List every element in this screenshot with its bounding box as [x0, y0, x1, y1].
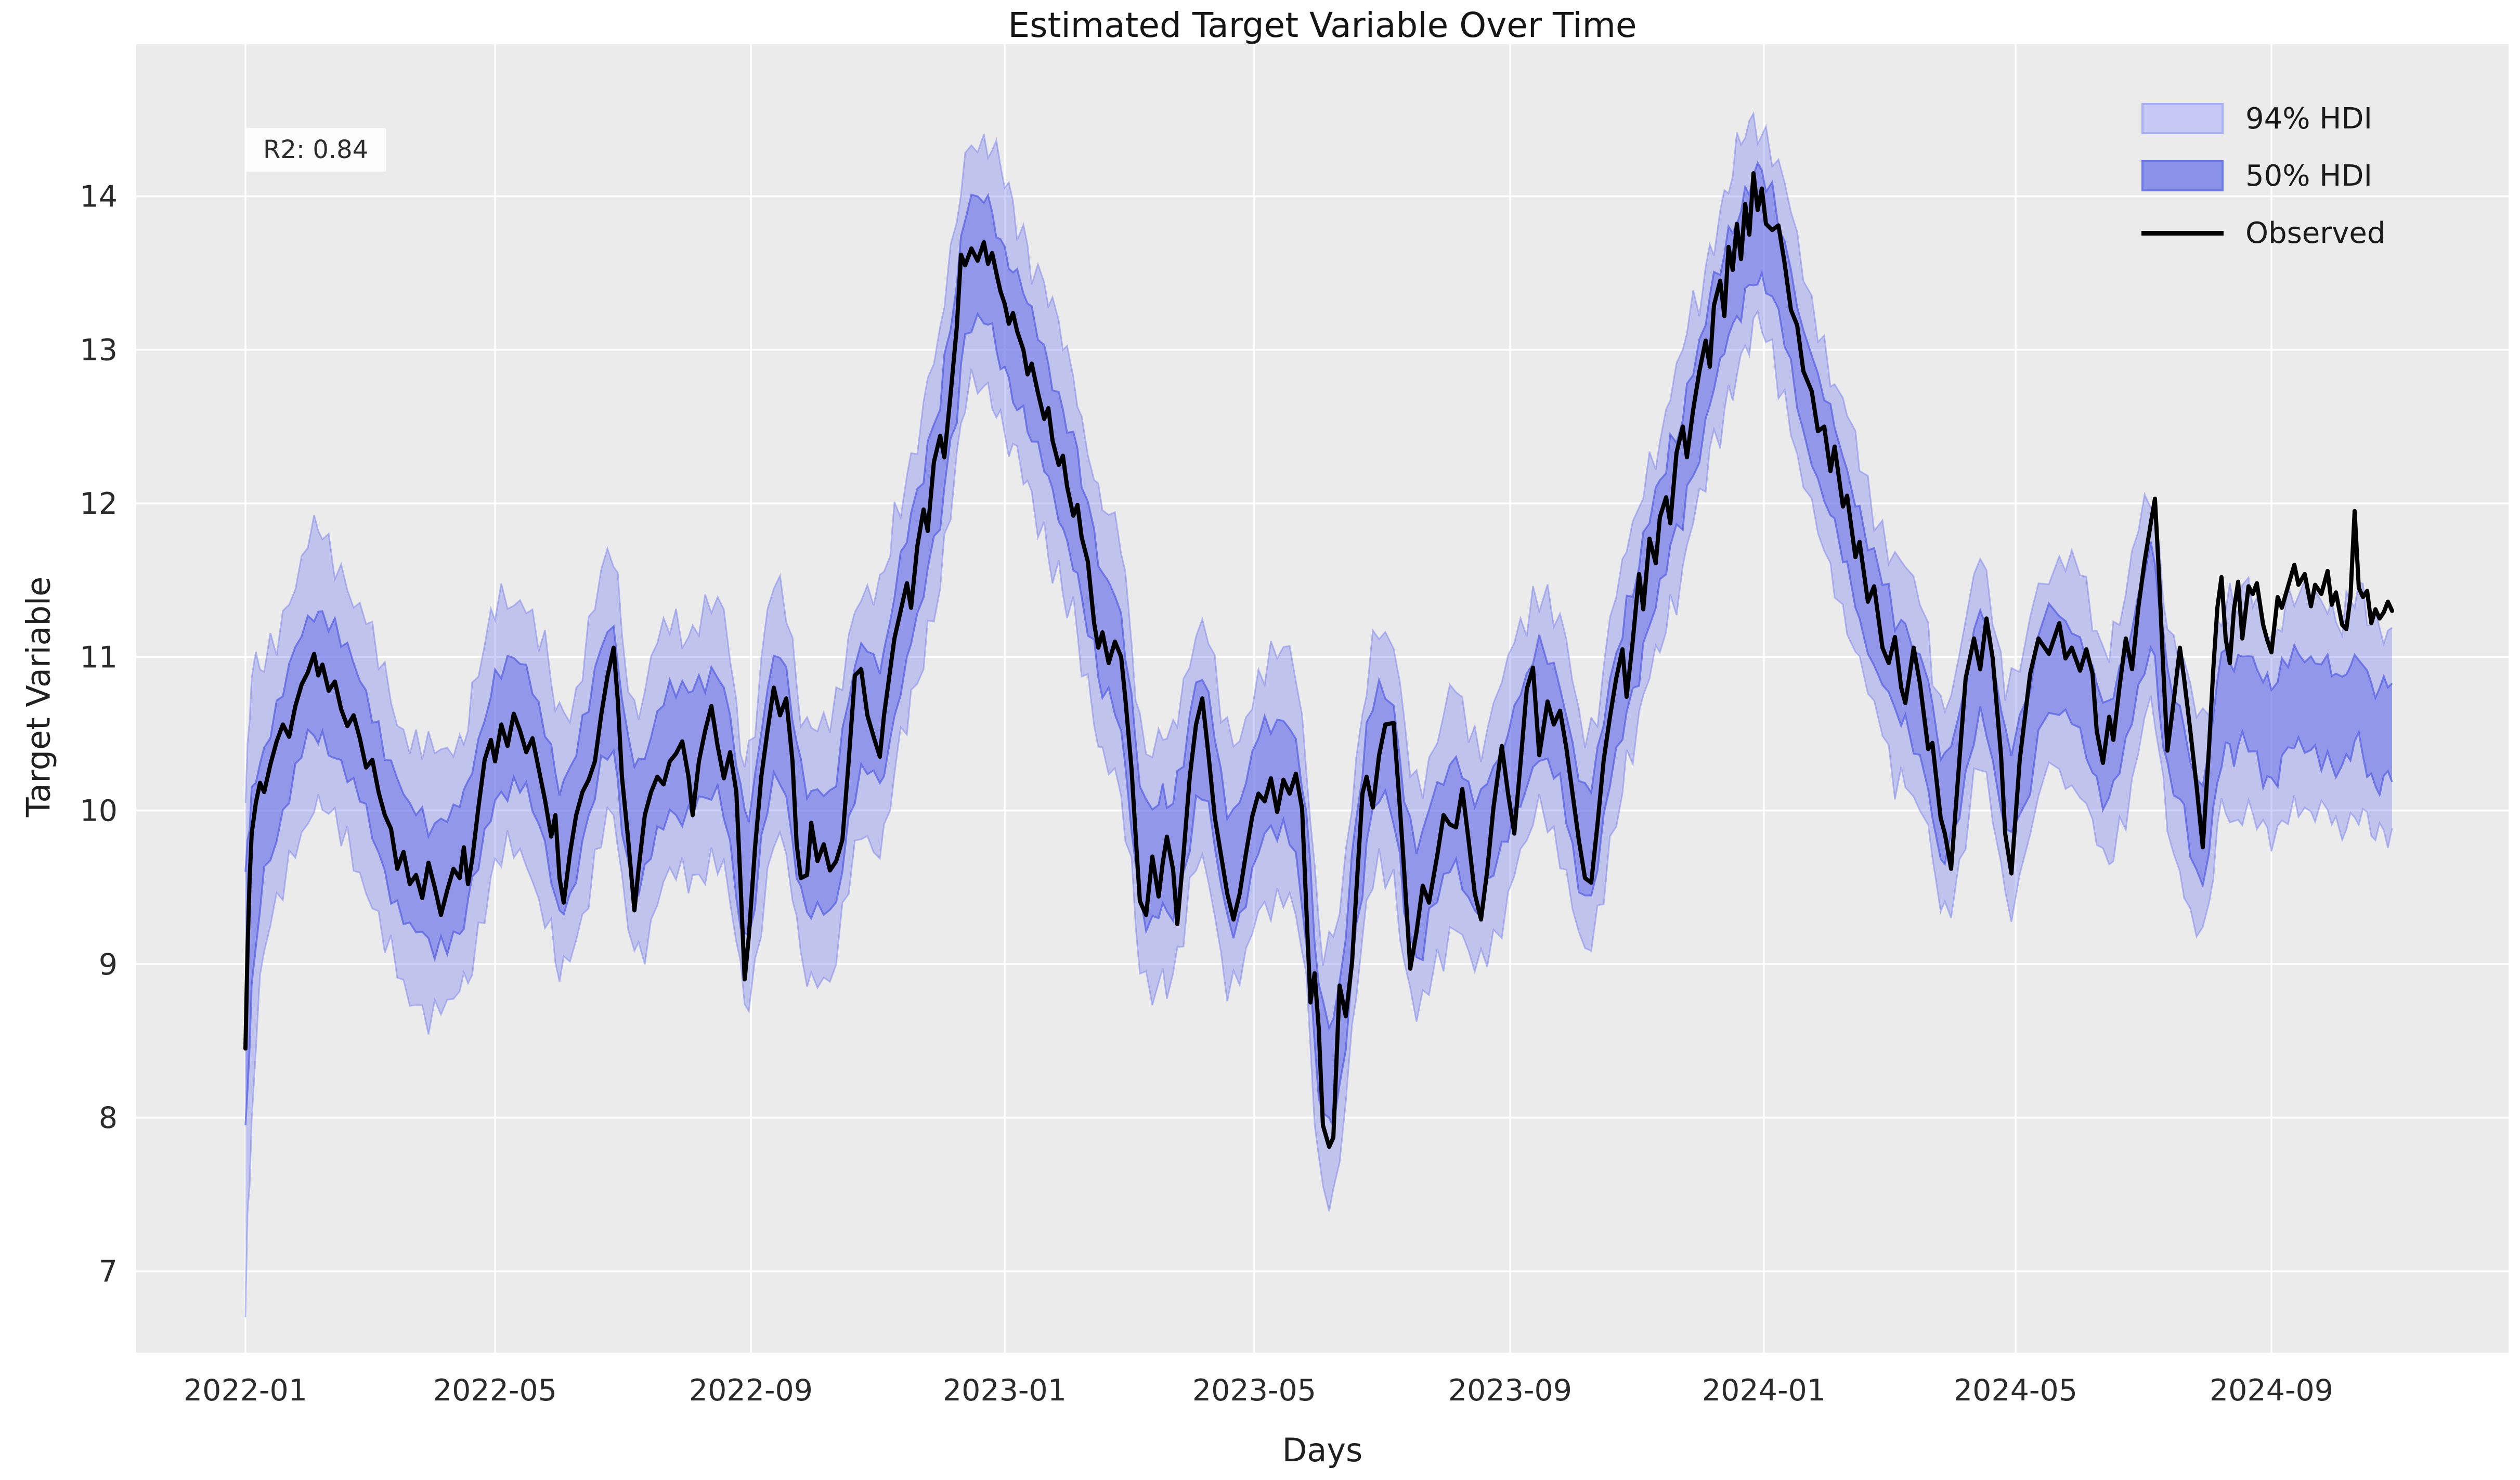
- y-tick-label: 7: [99, 1254, 118, 1289]
- y-tick-label: 12: [80, 487, 118, 521]
- y-tick-label: 14: [80, 179, 118, 214]
- y-tick-label: 8: [99, 1101, 118, 1135]
- band-94-lower-edge: [244, 309, 2393, 1318]
- legend-label-94-hdi: 94% HDI: [2245, 101, 2373, 136]
- legend-observed-line-icon: [2141, 230, 2224, 236]
- legend-swatch-94-hdi-icon: [2141, 103, 2224, 134]
- band-50-lower-edge: [244, 269, 2393, 1130]
- x-tick-label: 2023-01: [943, 1373, 1067, 1408]
- x-tick-label: 2023-05: [1192, 1373, 1316, 1408]
- x-tick-label: 2024-01: [1702, 1373, 1826, 1408]
- x-tick-label: 2024-09: [2210, 1373, 2333, 1408]
- x-axis-label: Days: [1282, 1431, 1363, 1469]
- legend-item-94-hdi: 94% HDI: [2141, 97, 2385, 140]
- x-tick-label: 2022-01: [184, 1373, 307, 1408]
- legend: 94% HDI 50% HDI Observed: [2141, 97, 2385, 255]
- band-94-upper-edge: [244, 111, 2393, 966]
- legend-item-50-hdi: 50% HDI: [2141, 154, 2385, 198]
- x-tick-labels: 2022-01 2022-05 2022-09 2023-01 2023-05 2023-…: [184, 1373, 2333, 1408]
- x-tick-label: 2023-09: [1448, 1373, 1572, 1408]
- y-tick-labels: 7 8 9 10 11 12 13 14: [80, 179, 118, 1289]
- legend-item-observed: Observed: [2141, 211, 2385, 255]
- x-tick-label: 2022-05: [433, 1373, 557, 1408]
- x-tick-label: 2022-09: [689, 1373, 813, 1408]
- y-tick-label: 10: [80, 794, 118, 828]
- y-tick-label: 11: [80, 640, 118, 674]
- legend-label-50-hdi: 50% HDI: [2245, 159, 2373, 193]
- legend-swatch-50-hdi-icon: [2141, 160, 2224, 191]
- r2-annotation: R2: 0.84: [245, 128, 386, 172]
- y-tick-label: 9: [99, 947, 118, 982]
- x-tick-label: 2024-05: [1954, 1373, 2077, 1408]
- legend-label-observed: Observed: [2245, 216, 2386, 250]
- band-50-upper-edge: [244, 161, 2393, 1031]
- chart-title: Estimated Target Variable Over Time: [1008, 5, 1637, 45]
- y-axis-label: Target Variable: [19, 576, 58, 817]
- observed-line: [243, 171, 2394, 1149]
- y-tick-label: 13: [80, 333, 118, 368]
